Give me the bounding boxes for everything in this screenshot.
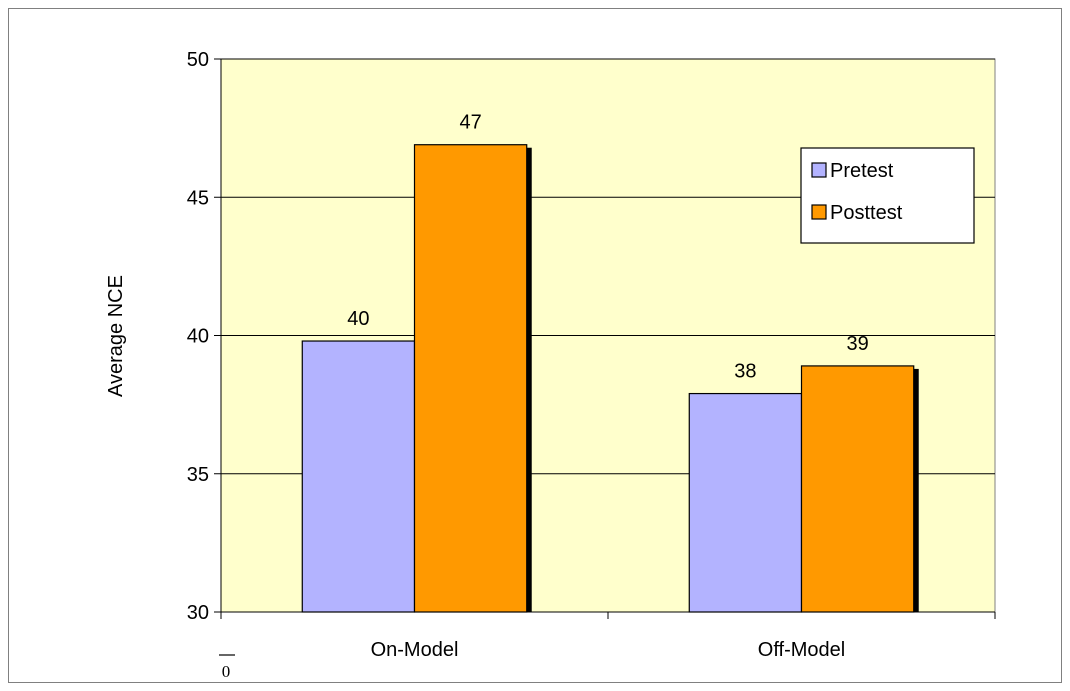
legend-swatch-posttest: [811, 204, 827, 220]
data-label: 38: [734, 361, 756, 383]
data-label: 39: [846, 333, 868, 355]
corner-mark-text: 0: [222, 662, 231, 681]
y-tick-label: 45: [187, 187, 209, 209]
y-tick-label: 40: [187, 326, 209, 348]
y-axis-title: Average NCE: [105, 275, 127, 397]
x-tick-label: Off-Model: [758, 639, 845, 661]
y-tick-label: 50: [187, 49, 209, 71]
y-tick-labels: 30 35 40 45 50: [187, 49, 209, 624]
legend-label-posttest: Posttest: [830, 202, 903, 224]
corner-mark: 0: [219, 654, 235, 681]
data-label: 40: [347, 308, 369, 330]
legend-box: [800, 147, 975, 244]
axes: [214, 58, 996, 619]
y-tick-label: 35: [187, 464, 209, 486]
x-tick-label: On-Model: [371, 639, 459, 661]
legend-swatch-pretest: [811, 162, 827, 178]
legend: Pretest Posttest: [800, 147, 975, 244]
bar-pretest-1: [688, 392, 803, 613]
data-labels: 40 47 38 39: [347, 112, 868, 383]
data-label: 47: [459, 112, 481, 134]
bar-pretest-0: [301, 340, 416, 613]
x-tick-labels: On-Model Off-Model: [371, 639, 846, 661]
bar-posttest-0: [413, 144, 528, 613]
bar-posttest-1: [800, 365, 915, 613]
bars: [301, 144, 919, 613]
y-tick-label: 30: [187, 602, 209, 624]
legend-label-pretest: Pretest: [830, 160, 894, 182]
